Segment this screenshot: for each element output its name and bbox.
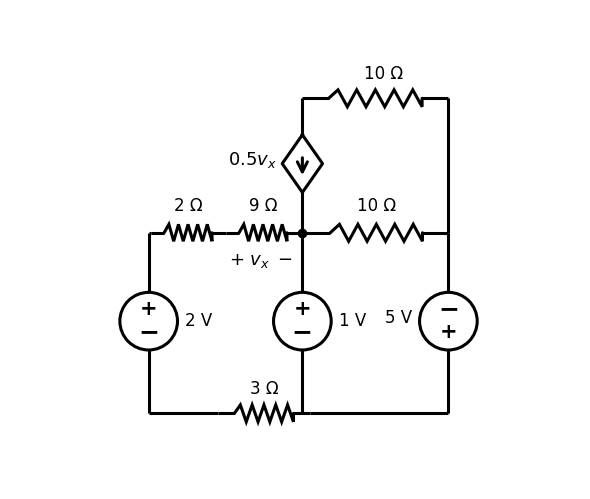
Text: 3 Ω: 3 Ω [250,380,278,398]
Text: +: + [440,322,457,342]
Text: 9 Ω: 9 Ω [249,198,277,216]
Text: 5 V: 5 V [385,309,412,327]
Text: −: − [292,320,313,344]
Text: $+\ v_x\ -$: $+\ v_x\ -$ [229,252,293,270]
Text: +: + [140,299,158,319]
Text: 2 Ω: 2 Ω [173,198,202,216]
Text: −: − [438,297,459,321]
Text: −: − [138,320,159,344]
Text: 10 Ω: 10 Ω [363,65,402,83]
Text: 10 Ω: 10 Ω [357,198,396,216]
Text: +: + [294,299,311,319]
Text: 1 V: 1 V [339,312,366,330]
Text: 2 V: 2 V [185,312,212,330]
Text: $0.5v_x$: $0.5v_x$ [228,150,277,170]
